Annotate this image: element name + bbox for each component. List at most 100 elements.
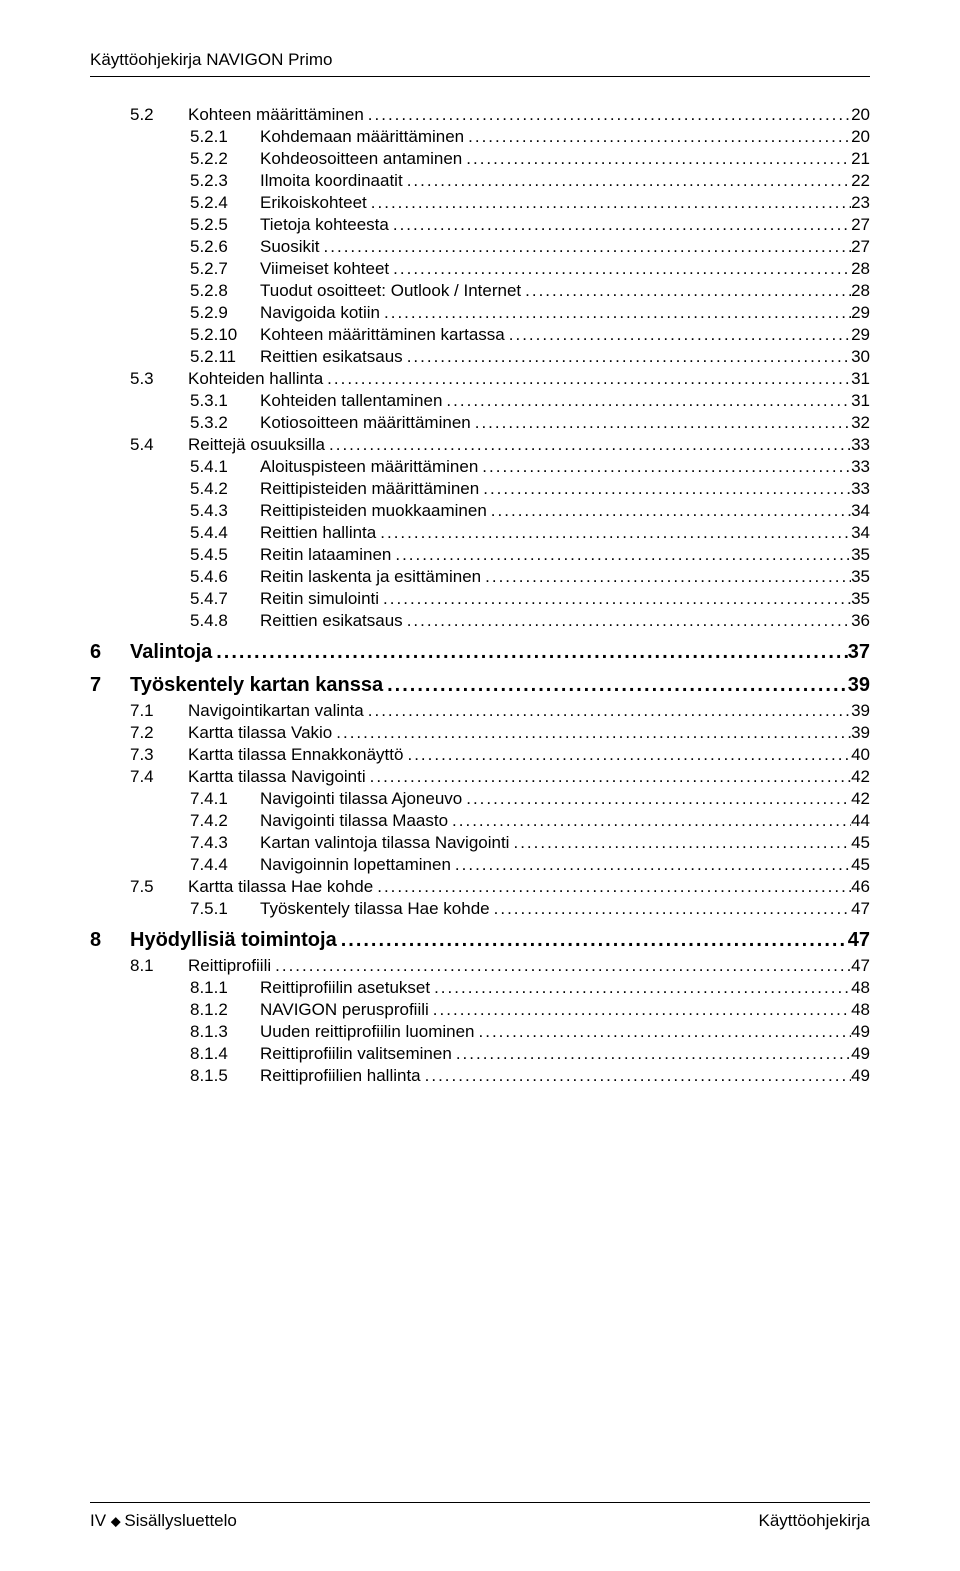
toc-num: 5.2.3 xyxy=(190,171,260,191)
toc-page: 30 xyxy=(851,347,870,367)
toc-row: 5.4.3Reittipisteiden muokkaaminen34 xyxy=(90,501,870,521)
toc-leader xyxy=(367,193,851,213)
toc-num: 7.4 xyxy=(130,767,188,787)
toc-page: 47 xyxy=(848,929,870,952)
toc-row: 8.1.1Reittiprofiilin asetukset48 xyxy=(90,978,870,998)
toc-num: 5.4.8 xyxy=(190,611,260,631)
toc-leader xyxy=(323,369,851,389)
toc-label: Työskentely tilassa Hae kohde xyxy=(260,899,490,919)
toc-row: 5.2Kohteen määrittäminen20 xyxy=(90,105,870,125)
toc-label: Kohdemaan määrittäminen xyxy=(260,127,464,147)
toc-num: 5.4.6 xyxy=(190,567,260,587)
toc-num: 5.3.2 xyxy=(190,413,260,433)
footer-section: Sisällysluettelo xyxy=(124,1511,236,1530)
toc-leader xyxy=(391,545,851,565)
toc-num: 5.2.10 xyxy=(190,325,260,345)
toc-label: Kohteen määrittäminen kartassa xyxy=(260,325,505,345)
toc-page: 20 xyxy=(851,105,870,125)
toc-leader xyxy=(366,767,851,787)
toc-leader xyxy=(464,127,851,147)
toc-page: 37 xyxy=(848,641,870,664)
toc-row: 8.1Reittiprofiili47 xyxy=(90,956,870,976)
toc-row: 7Työskentely kartan kanssa39 xyxy=(90,674,870,697)
toc-page: 35 xyxy=(851,589,870,609)
toc-row: 7.3Kartta tilassa Ennakkonäyttö40 xyxy=(90,745,870,765)
toc-page: 27 xyxy=(851,215,870,235)
toc-page: 44 xyxy=(851,811,870,831)
toc-leader xyxy=(332,723,851,743)
toc-page: 34 xyxy=(851,501,870,521)
toc-label: Uuden reittiprofiilin luominen xyxy=(260,1022,475,1042)
toc-row: 5.4.7Reitin simulointi35 xyxy=(90,589,870,609)
toc-label: Suosikit xyxy=(260,237,320,257)
toc-leader xyxy=(364,105,851,125)
toc-label: Reittien esikatsaus xyxy=(260,611,403,631)
toc-label: Kartta tilassa Hae kohde xyxy=(188,877,373,897)
toc-row: 5.2.5Tietoja kohteesta27 xyxy=(90,215,870,235)
toc-num: 7.4.2 xyxy=(190,811,260,831)
toc-num: 8.1.3 xyxy=(190,1022,260,1042)
toc-leader xyxy=(379,589,851,609)
toc-leader xyxy=(521,281,851,301)
toc-leader xyxy=(490,899,851,919)
toc-page: 33 xyxy=(851,479,870,499)
toc-label: Ilmoita koordinaatit xyxy=(260,171,403,191)
toc-label: Valintoja xyxy=(130,641,212,664)
toc-row: 5.4.8Reittien esikatsaus36 xyxy=(90,611,870,631)
toc-num: 5.2.7 xyxy=(190,259,260,279)
toc-leader xyxy=(389,215,851,235)
toc-label: Reitin lataaminen xyxy=(260,545,391,565)
toc-num: 7 xyxy=(90,674,130,697)
toc-label: Reittipisteiden määrittäminen xyxy=(260,479,479,499)
toc-label: Navigoida kotiin xyxy=(260,303,380,323)
footer-left: IV ◆ Sisällysluettelo xyxy=(90,1511,237,1531)
toc-page: 23 xyxy=(851,193,870,213)
toc-label: Aloituspisteen määrittäminen xyxy=(260,457,478,477)
toc-num: 8.1.1 xyxy=(190,978,260,998)
toc-page: 48 xyxy=(851,1000,870,1020)
toc-row: 5.4.4Reittien hallinta34 xyxy=(90,523,870,543)
toc-row: 7.4.1Navigointi tilassa Ajoneuvo42 xyxy=(90,789,870,809)
toc-row: 7.5.1Työskentely tilassa Hae kohde47 xyxy=(90,899,870,919)
toc-leader xyxy=(430,978,851,998)
toc-leader xyxy=(471,413,851,433)
toc-label: Kartta tilassa Ennakkonäyttö xyxy=(188,745,403,765)
toc-page: 49 xyxy=(851,1022,870,1042)
toc-num: 5.2.11 xyxy=(190,347,260,367)
toc-label: Erikoiskohteet xyxy=(260,193,367,213)
toc-row: 5.2.3Ilmoita koordinaatit 22 xyxy=(90,171,870,191)
toc-row: 7.2Kartta tilassa Vakio39 xyxy=(90,723,870,743)
footer-page-num: IV xyxy=(90,1511,106,1530)
toc-leader xyxy=(448,811,851,831)
toc-row: 7.1Navigointikartan valinta39 xyxy=(90,701,870,721)
toc-leader xyxy=(376,523,851,543)
toc-num: 7.4.4 xyxy=(190,855,260,875)
toc-num: 8.1.2 xyxy=(190,1000,260,1020)
toc-row: 5.2.9Navigoida kotiin29 xyxy=(90,303,870,323)
toc-num: 8.1.4 xyxy=(190,1044,260,1064)
toc-page: 39 xyxy=(851,701,870,721)
toc-label: Kohteiden hallinta xyxy=(188,369,323,389)
toc-row: 8Hyödyllisiä toimintoja47 xyxy=(90,929,870,952)
toc-label: Kohteen määrittäminen xyxy=(188,105,364,125)
toc-leader xyxy=(478,457,851,477)
toc-row: 5.4Reittejä osuuksilla33 xyxy=(90,435,870,455)
toc-leader xyxy=(505,325,851,345)
toc-leader xyxy=(479,479,851,499)
toc-num: 7.1 xyxy=(130,701,188,721)
toc-leader xyxy=(403,611,851,631)
toc-row: 5.2.11Reittien esikatsaus30 xyxy=(90,347,870,367)
page-footer: IV ◆ Sisällysluettelo Käyttöohjekirja xyxy=(90,1502,870,1531)
toc-num: 5.4.2 xyxy=(190,479,260,499)
toc-page: 22 xyxy=(851,171,870,191)
toc-row: 5.2.10Kohteen määrittäminen kartassa29 xyxy=(90,325,870,345)
toc-num: 7.5 xyxy=(130,877,188,897)
toc-leader xyxy=(442,391,851,411)
toc-leader xyxy=(364,701,851,721)
toc-label: Hyödyllisiä toimintoja xyxy=(130,929,337,952)
toc-page: 20 xyxy=(851,127,870,147)
toc-label: Reittiprofiili xyxy=(188,956,271,976)
toc-page: 27 xyxy=(851,237,870,257)
toc-leader xyxy=(325,435,851,455)
toc-leader xyxy=(271,956,851,976)
